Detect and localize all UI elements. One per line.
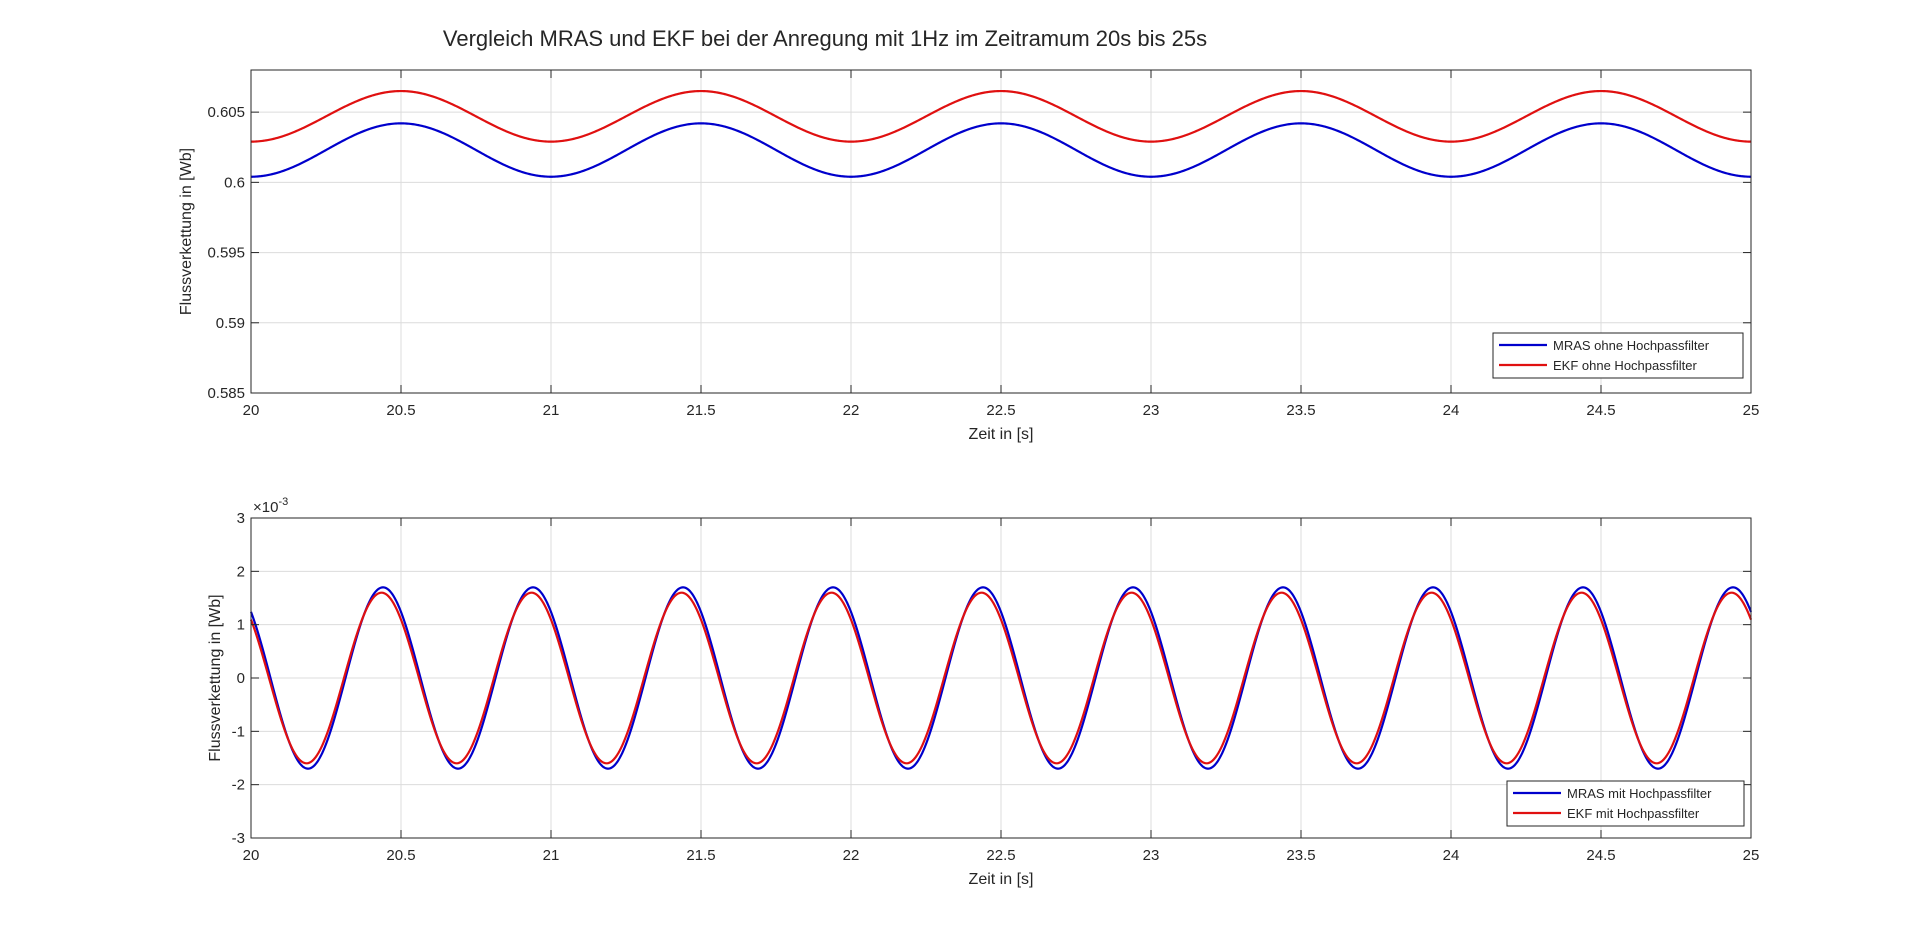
x-tick-label: 20.5 bbox=[386, 847, 415, 864]
x-tick-label: 23.5 bbox=[1286, 847, 1315, 864]
x-tick-label: 22 bbox=[843, 847, 860, 864]
x-tick-label: 21.5 bbox=[686, 402, 715, 419]
legend: MRAS ohne Hochpassfilter EKF ohne Hochpas… bbox=[1492, 332, 1744, 379]
legend-entry-2: EKF ohne Hochpassfilter bbox=[1553, 358, 1697, 373]
legend-box bbox=[1492, 332, 1744, 379]
y-axis-label: Flussverkettung in [Wb] bbox=[178, 148, 195, 315]
x-tick-label: 23 bbox=[1143, 847, 1160, 864]
y-tick-label: -2 bbox=[232, 777, 245, 794]
x-tick-label: 20.5 bbox=[386, 402, 415, 419]
y-tick-label: 0.585 bbox=[207, 385, 245, 402]
series-line-2 bbox=[250, 89, 1752, 143]
legend-box bbox=[1506, 780, 1745, 827]
series-line-2 bbox=[249, 591, 1753, 765]
y-tick-label: 0.6 bbox=[224, 174, 245, 191]
grid bbox=[251, 518, 1751, 838]
y-tick-label: 0 bbox=[237, 670, 245, 687]
subplot-2: 20 20.5 21 21.5 22 22.5 23 23.5 24 24.5 25-3-2-101… bbox=[207, 496, 1759, 888]
x-axis-label: Zeit in [s] bbox=[969, 426, 1034, 443]
x-tick-label: 21.5 bbox=[686, 847, 715, 864]
x-axis-label: Zeit in [s] bbox=[969, 871, 1034, 888]
y-tick-label: 0.605 bbox=[207, 104, 245, 121]
x-tick-label: 24 bbox=[1443, 402, 1460, 419]
y-tick-label: 0.59 bbox=[216, 315, 245, 332]
subplot-1: 20 20.5 21 21.5 22 22.5 23 23.5 24 24.5 25 0.585 0.5… bbox=[178, 69, 1760, 443]
x-tick-label: 22.5 bbox=[986, 402, 1015, 419]
y-tick-label: 1 bbox=[237, 617, 245, 634]
legend: MRAS mit Hochpassfilter EKF mit Hochpassf… bbox=[1506, 780, 1745, 827]
x-tick-label: 22.5 bbox=[986, 847, 1015, 864]
y-tick-label: 2 bbox=[237, 563, 245, 580]
x-tick-label: 21 bbox=[543, 402, 560, 419]
x-tick-label: 23 bbox=[1143, 402, 1160, 419]
series-line-1 bbox=[249, 586, 1753, 770]
x-tick-label: 25 bbox=[1743, 402, 1760, 419]
x-tick-label: 24.5 bbox=[1586, 847, 1615, 864]
x-tick-label: 24.5 bbox=[1586, 402, 1615, 419]
x-tick-label: 20 bbox=[243, 847, 260, 864]
y-tick-label: -1 bbox=[232, 723, 245, 740]
figure-title: Vergleich MRAS und EKF bei der Anregung … bbox=[443, 26, 1207, 51]
series-line-1 bbox=[250, 122, 1752, 178]
y-exponent-power: -3 bbox=[278, 496, 288, 508]
x-tick-label: 22 bbox=[843, 402, 860, 419]
plots: 20 20.5 21 21.5 22 22.5 23 23.5 24 24.5 250.5850.5… bbox=[178, 69, 1760, 888]
y-tick-label: 0.595 bbox=[207, 245, 245, 262]
y-axis-label: Flussverkettung in [Wb] bbox=[207, 594, 224, 761]
y-tick-label: -3 bbox=[232, 830, 245, 847]
x-tick-label: 24 bbox=[1443, 847, 1460, 864]
x-tick-label: 21 bbox=[543, 847, 560, 864]
legend-entry-1: MRAS ohne Hochpassfilter bbox=[1553, 338, 1710, 353]
legend-entry-1: MRAS mit Hochpassfilter bbox=[1567, 786, 1712, 801]
x-tick-label: 23.5 bbox=[1286, 402, 1315, 419]
x-tick-label: 20 bbox=[243, 402, 260, 419]
x-tick-label: 25 bbox=[1743, 847, 1760, 864]
y-tick-label: 3 bbox=[237, 510, 245, 527]
legend-entry-2: EKF mit Hochpassfilter bbox=[1567, 806, 1700, 821]
